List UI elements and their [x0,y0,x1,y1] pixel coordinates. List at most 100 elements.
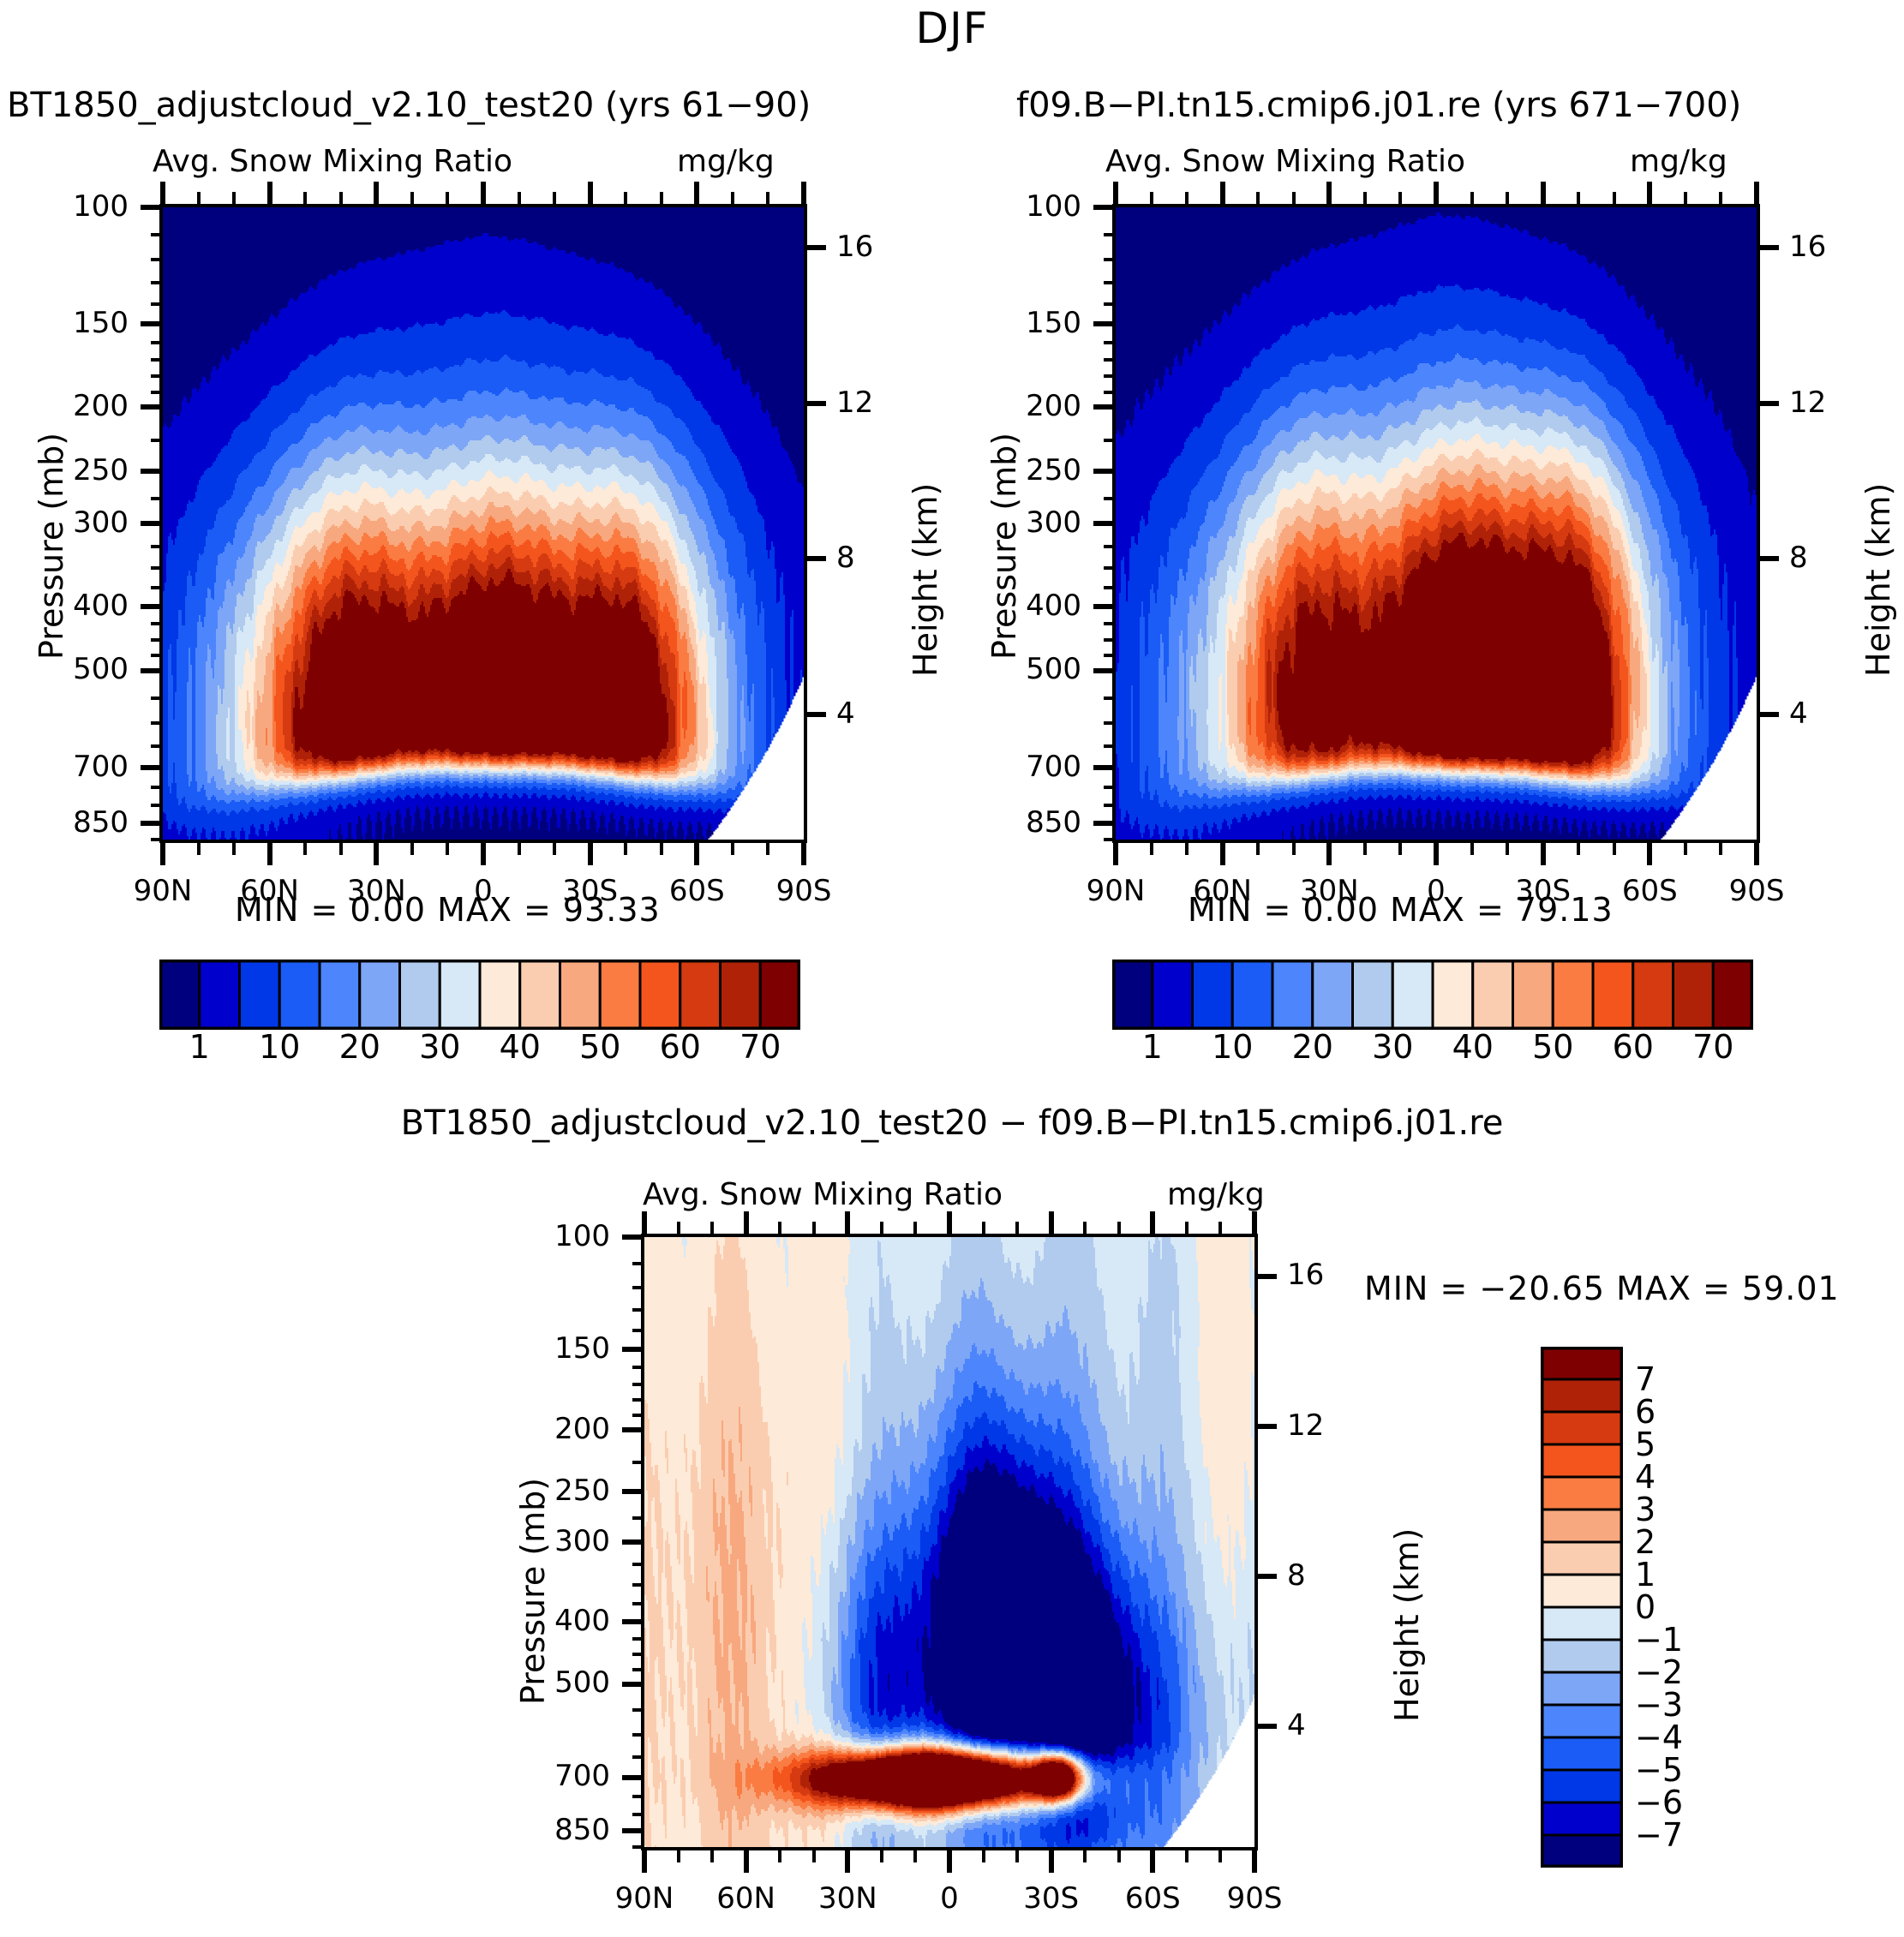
top-tick [1117,1222,1121,1237]
colorbar-tick-label: 10 [228,1028,331,1066]
pressure-minor-tick [632,1755,644,1759]
pressure-minor-tick [151,390,163,394]
top-tick [446,192,450,207]
pressure-minor-tick [151,668,163,673]
top-tick [1470,192,1474,207]
height-tick [1254,1423,1277,1429]
latitude-tick [1219,840,1225,865]
pressure-tick-label: 200 [944,389,1081,423]
pressure-tick-label: 200 [473,1412,610,1446]
latitude-minor-tick [676,1847,680,1862]
colorbar-tick-label: 10 [1181,1028,1284,1066]
height-tick-label: 8 [1789,541,1866,575]
latitude-tick-label: 60S [1075,1881,1230,1916]
colorbar-tick-label: 60 [629,1028,732,1066]
pressure-minor-tick [1104,281,1116,285]
latitude-tick [481,840,486,865]
height-tick [1757,711,1779,717]
right-minmax-label: MIN = 0.00 MAX = 79.13 [1188,891,1614,929]
pressure-minor-tick [151,804,163,808]
diff-colorbar-tick-label: −2 [1635,1653,1729,1691]
colorbar-tick-label: 40 [1422,1028,1524,1066]
pressure-minor-tick [151,281,163,285]
latitude-tick-label: 90N [86,874,240,908]
pressure-minor-tick [151,302,163,306]
pressure-tick-label: 400 [473,1604,610,1638]
top-tick [374,182,380,207]
top-tick [1540,182,1546,207]
latitude-minor-tick [1218,1847,1223,1862]
top-tick [553,192,557,207]
top-tick [1506,192,1510,207]
pressure-minor-tick [1104,668,1116,673]
pressure-tick-label: 500 [473,1665,610,1700]
pressure-minor-tick [151,358,163,362]
top-tick [1218,1222,1223,1237]
diff-colorbar-tick-label: −4 [1635,1719,1729,1756]
pressure-minor-tick [632,1398,644,1402]
pressure-minor-tick [151,638,163,643]
latitude-tick-label: 60N [193,874,347,908]
latitude-tick-label: 30S [513,874,668,908]
pressure-minor-tick [632,1732,644,1737]
pressure-minor-tick [151,654,163,658]
latitude-minor-tick [517,840,521,855]
latitude-tick [694,840,700,865]
pressure-tick-label: 250 [0,453,129,487]
latitude-tick [1048,1847,1054,1873]
pressure-minor-tick [151,544,163,548]
diff-colorbar-tick-label: 6 [1635,1393,1729,1431]
latitude-minor-tick [1719,840,1723,855]
right-panel-title: f09.B−PI.tn15.cmip6.j01.re (yrs 671−700) [1016,86,1741,125]
pressure-minor-tick [1104,439,1116,443]
diff-colorbar-tick-label: 5 [1635,1426,1729,1463]
top-tick [624,192,628,207]
top-tick [913,1222,918,1237]
pressure-minor-tick [1104,604,1116,608]
latitude-minor-tick [1470,840,1474,855]
diff-colorbar-tick-label: 0 [1635,1588,1729,1626]
top-tick [1015,1222,1020,1237]
pressure-minor-tick [151,258,163,262]
diff-colorbar-tick-label: 4 [1635,1458,1729,1496]
colorbar-tick-label: 20 [308,1028,411,1066]
height-tick-label: 8 [836,541,913,575]
diff-colorbar-tick-label: −1 [1635,1621,1729,1659]
pressure-tick-label: 850 [473,1813,610,1847]
latitude-tick-label: 0 [872,1881,1027,1916]
diff-colorbar-tick-label: −6 [1635,1784,1729,1821]
top-tick [1612,192,1616,207]
latitude-tick [743,1847,749,1873]
latitude-minor-tick [232,840,237,855]
diff-colorbar-tick-label: 3 [1635,1491,1729,1528]
top-tick [1362,192,1367,207]
latitude-tick-label: 60S [620,874,774,908]
top-tick [160,182,165,207]
top-tick [410,192,414,207]
pressure-minor-tick [1104,469,1116,473]
top-tick [232,192,237,207]
pressure-minor-tick [632,1329,644,1333]
height-tick [804,556,826,562]
top-tick [1150,1211,1156,1237]
left-height-axis-title: Height (km) [907,483,944,677]
diff-minmax-label: MIN = −20.65 MAX = 59.01 [1364,1270,1840,1307]
colorbar-tick-label: 1 [148,1028,251,1066]
latitude-minor-tick [1149,840,1153,855]
pressure-tick-label: 100 [944,189,1081,224]
pressure-minor-tick [632,1708,644,1713]
latitude-minor-tick [659,840,663,855]
pressure-minor-tick [632,1540,644,1544]
latitude-tick [1113,840,1118,865]
top-tick [338,192,343,207]
top-tick [947,1211,952,1237]
pressure-minor-tick [1104,496,1116,500]
season-title: DJF [0,3,1904,53]
diff-colorbar-labels: 7 6 5 4 3 2 1 0 −1 −2 −3 −4 −5 −6 −7 [1630,1347,1733,1868]
latitude-tick [1150,1847,1156,1873]
pressure-tick-label: 100 [473,1219,610,1253]
latitude-tick [1540,840,1546,865]
top-tick [981,1222,985,1237]
pressure-minor-tick [632,1620,644,1624]
top-tick [766,192,770,207]
